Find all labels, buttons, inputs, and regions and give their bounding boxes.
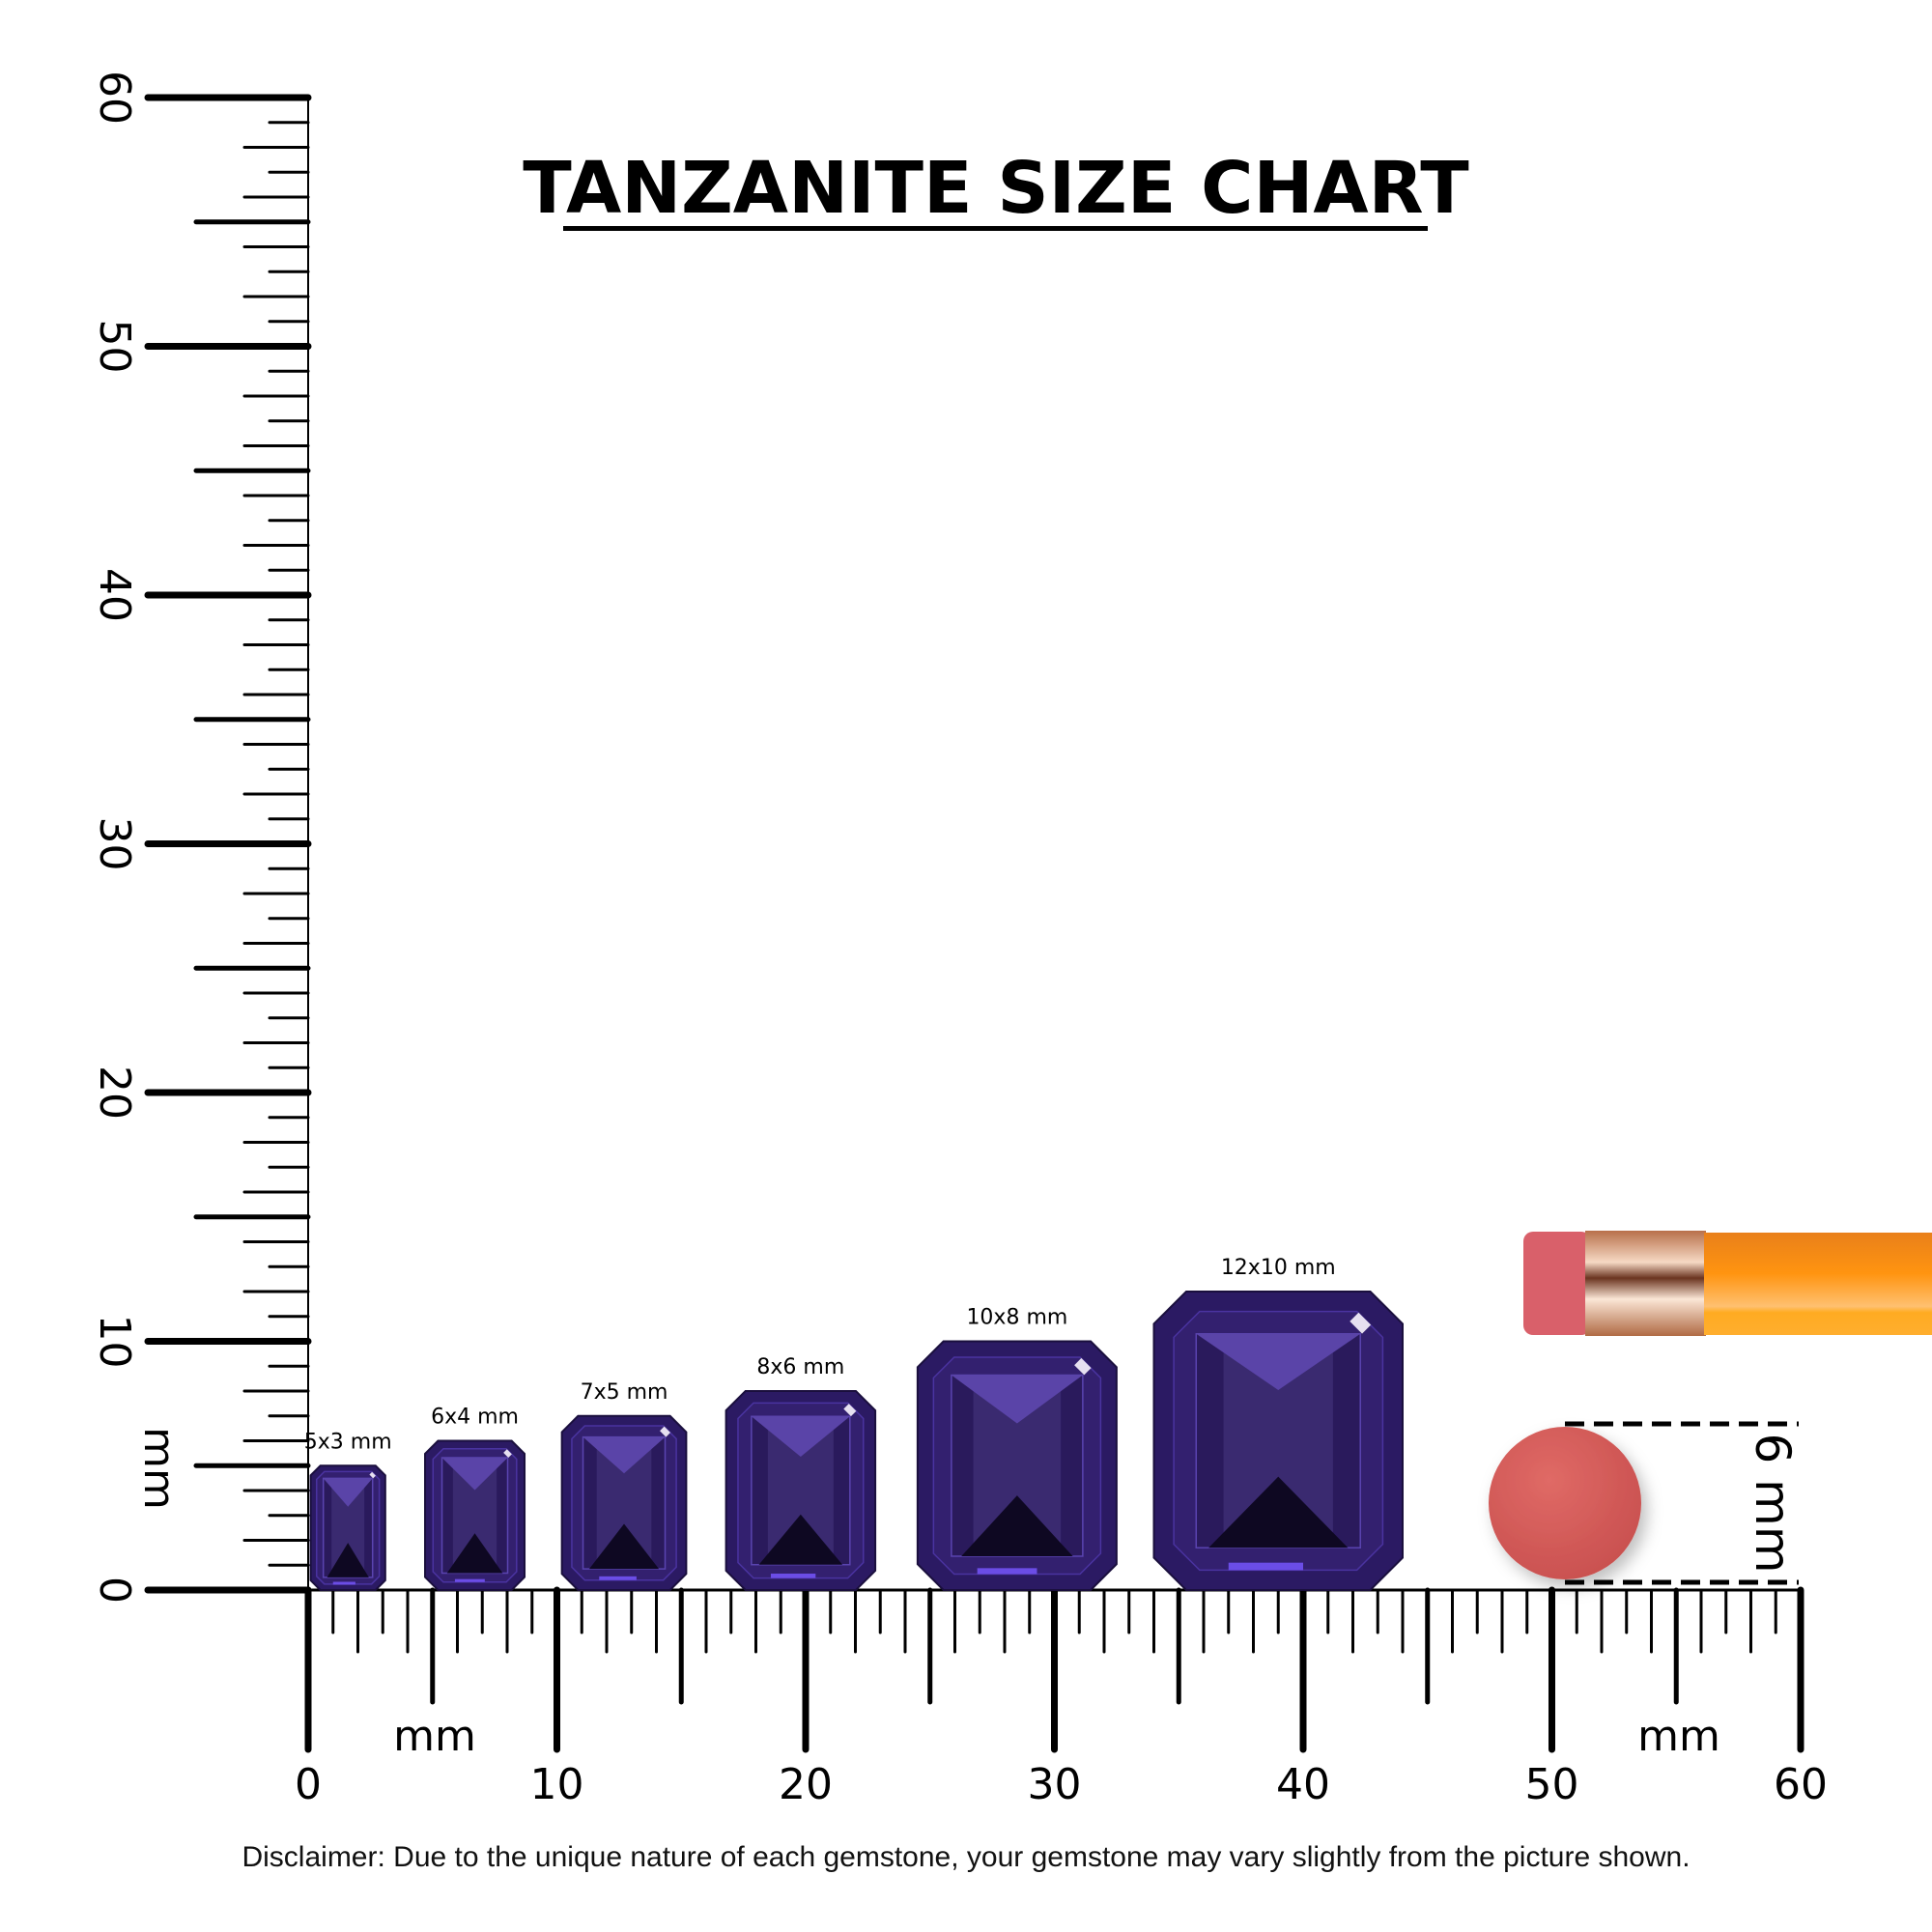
gem-lower-facet bbox=[961, 1495, 1073, 1556]
gem-sparkle bbox=[503, 1449, 512, 1458]
pencil-body bbox=[1704, 1233, 1932, 1335]
x-tick-label: 30 bbox=[1028, 1760, 1082, 1809]
y-tick-label: 50 bbox=[90, 320, 139, 374]
gem-sparkle bbox=[843, 1404, 857, 1417]
chart-title: TANZANITE SIZE CHART bbox=[523, 147, 1469, 230]
gem-highlight bbox=[332, 1581, 355, 1585]
gem-size-label: 5x3 mm bbox=[304, 1430, 392, 1454]
gem-lower-facet bbox=[1208, 1476, 1349, 1548]
x-unit-label-left: mm bbox=[393, 1712, 476, 1761]
x-tick-label: 60 bbox=[1774, 1760, 1828, 1809]
gem-upper-facet bbox=[751, 1416, 850, 1457]
y-tick-label: 60 bbox=[90, 71, 139, 125]
y-tick-label: 0 bbox=[90, 1577, 139, 1604]
gem-size-label: 7x5 mm bbox=[581, 1380, 668, 1405]
gem-highlight bbox=[1228, 1562, 1303, 1571]
gemstone: 5x3 mm bbox=[304, 1430, 392, 1591]
gem-lower-facet bbox=[588, 1523, 660, 1570]
eraser-reference: 6 mm bbox=[1489, 1421, 1801, 1585]
gem-upper-facet bbox=[323, 1478, 373, 1507]
y-tick-label: 30 bbox=[90, 817, 139, 871]
x-tick-label: 40 bbox=[1276, 1760, 1330, 1809]
y-unit-label: mm bbox=[134, 1427, 184, 1510]
disclaimer: Disclaimer: Due to the unique nature of … bbox=[242, 1841, 1690, 1873]
gem-upper-facet bbox=[441, 1458, 508, 1491]
gem-upper-facet bbox=[582, 1436, 666, 1474]
gemstone: 12x10 mm bbox=[1152, 1256, 1404, 1591]
gem-sparkle bbox=[1074, 1357, 1092, 1376]
gem-size-label: 12x10 mm bbox=[1221, 1256, 1336, 1280]
gem-size-label: 10x8 mm bbox=[966, 1306, 1067, 1330]
gemstone: 10x8 mm bbox=[916, 1306, 1118, 1591]
y-tick-label: 10 bbox=[90, 1315, 139, 1369]
gemstone: 6x4 mm bbox=[424, 1406, 526, 1591]
gem-sparkle bbox=[1350, 1312, 1372, 1334]
gem-highlight bbox=[599, 1576, 637, 1580]
x-unit-label-right: mm bbox=[1637, 1712, 1720, 1761]
eraser-circle bbox=[1489, 1427, 1641, 1579]
x-tick-label: 0 bbox=[295, 1760, 322, 1809]
gem-size-label: 6x4 mm bbox=[431, 1406, 519, 1430]
vertical-ruler: 0 10 20 30 40 50 60 bbox=[90, 71, 312, 1604]
gem-highlight bbox=[977, 1568, 1037, 1575]
gem-sparkle bbox=[369, 1471, 376, 1479]
gem-highlight bbox=[770, 1574, 816, 1578]
title-underline bbox=[563, 226, 1428, 231]
x-tick-label: 20 bbox=[779, 1760, 833, 1809]
gem-lower-facet bbox=[327, 1543, 369, 1577]
reference-size-label: 6 mm bbox=[1745, 1433, 1801, 1573]
gemstone: 7x5 mm bbox=[560, 1380, 688, 1591]
gem-upper-facet bbox=[1196, 1333, 1361, 1390]
gemstones: 5x3 mm 6x4 mm 7x5 mm 8x6 mm 10x8 mm 12x10 mm bbox=[304, 1256, 1404, 1591]
pencil-image bbox=[1523, 1231, 1932, 1336]
y-tick-label: 40 bbox=[90, 568, 139, 622]
gem-lower-facet bbox=[758, 1514, 843, 1565]
x-tick-label: 50 bbox=[1525, 1760, 1579, 1809]
pencil-eraser bbox=[1523, 1232, 1591, 1335]
horizontal-ruler: 0 10 20 30 40 50 60 bbox=[295, 1586, 1828, 1809]
y-tick-label: 20 bbox=[90, 1065, 139, 1120]
pencil-ferrule bbox=[1585, 1231, 1706, 1336]
gem-size-label: 8x6 mm bbox=[756, 1355, 844, 1379]
gem-upper-facet bbox=[951, 1375, 1083, 1424]
gemstone: 8x6 mm bbox=[724, 1355, 877, 1591]
gem-highlight bbox=[454, 1578, 485, 1582]
gem-lower-facet bbox=[446, 1533, 503, 1574]
x-tick-label: 10 bbox=[530, 1760, 584, 1809]
gem-sparkle bbox=[660, 1426, 670, 1437]
